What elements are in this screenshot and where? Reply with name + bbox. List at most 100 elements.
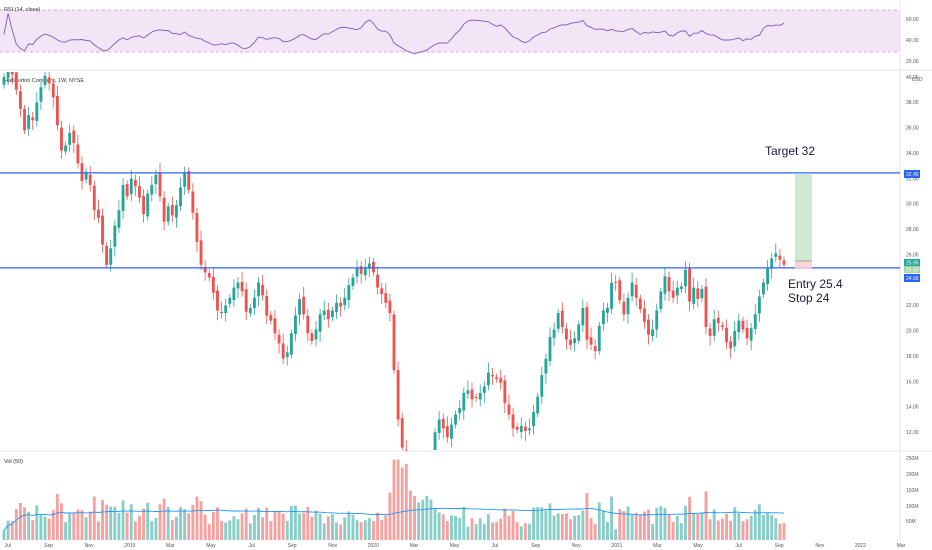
volume-bar <box>392 459 396 540</box>
candle-body <box>339 302 343 307</box>
candle-body <box>236 282 240 289</box>
candle-body <box>252 297 256 308</box>
candle-body <box>330 310 334 318</box>
volume-bar <box>2 530 6 540</box>
volume-bar <box>540 507 544 540</box>
candle-body <box>478 392 482 400</box>
volume-bar <box>72 513 76 540</box>
volume-bar <box>388 492 392 540</box>
volume-bar <box>684 505 687 540</box>
candle-body <box>675 287 679 296</box>
volume-bar <box>380 519 384 540</box>
volume-bar <box>138 515 141 540</box>
candle-body <box>101 215 104 245</box>
candle-body <box>720 325 724 327</box>
candle-body <box>162 197 166 222</box>
volume-bar <box>601 510 605 540</box>
candle-body <box>363 268 367 276</box>
candle-body <box>47 77 51 84</box>
candle-body <box>39 87 43 102</box>
target-annotation: Target 32 <box>765 144 815 158</box>
volume-bar <box>80 510 84 540</box>
candle-body <box>749 328 753 341</box>
candle-body <box>507 404 511 415</box>
candle-body <box>203 267 207 273</box>
volume-bar <box>708 519 712 540</box>
volume-bar <box>216 507 219 540</box>
candle-body <box>248 307 252 314</box>
candle-body <box>359 266 363 274</box>
candle-body <box>372 262 375 273</box>
volume-bar <box>642 511 646 540</box>
candle-body <box>261 284 265 296</box>
price-tick: 30.00 <box>906 202 919 208</box>
volume-bar <box>257 507 260 540</box>
volume-bar <box>486 514 490 540</box>
candle-body <box>207 273 211 278</box>
level-tag-bottom: 24.96 <box>906 276 919 282</box>
levels <box>0 172 900 269</box>
volume-bar <box>187 513 191 540</box>
candle-body <box>216 290 219 311</box>
level-tag-bottom-bg <box>904 274 920 282</box>
volume-bar <box>663 507 667 540</box>
candle-body <box>667 276 671 292</box>
time-tick: Jul <box>492 543 498 549</box>
candle-body <box>14 72 18 90</box>
volume-bar <box>384 515 388 540</box>
candles <box>2 72 786 451</box>
volume-bar <box>294 505 297 540</box>
candle-body <box>224 305 228 314</box>
volume-panel: Vol (50) 250M 200M 150M 100M 50M <box>2 456 919 540</box>
time-tick: Mar <box>653 543 662 549</box>
candle-body <box>18 91 22 109</box>
candle-body <box>688 268 692 302</box>
volume-bar <box>659 505 663 540</box>
candle-body <box>593 346 597 352</box>
volume-bar <box>573 515 577 540</box>
volume-bar <box>667 514 671 540</box>
candle-body <box>577 324 581 341</box>
volume-bar <box>166 506 170 540</box>
volume-bar <box>745 519 749 540</box>
volume-bar <box>671 521 675 540</box>
candle-body <box>548 337 552 361</box>
candle-body <box>183 173 187 187</box>
candle-body <box>310 333 314 341</box>
candle-body <box>273 318 277 334</box>
time-tick: Sep <box>775 543 784 549</box>
candle-body <box>10 72 14 75</box>
volume-bar <box>105 504 109 540</box>
price-panel: Halliburton Company, 1W, NYSE USD 40.003… <box>0 72 923 451</box>
volume-bar <box>782 523 786 540</box>
rsi-tick: 20.00 <box>906 59 919 65</box>
volume-bar <box>458 517 462 540</box>
volume-bar <box>429 499 433 540</box>
volume-bar <box>544 510 548 540</box>
candle-body <box>298 299 302 315</box>
volume-bar <box>330 514 334 540</box>
candle-body <box>778 255 782 260</box>
candle-body <box>441 418 445 429</box>
candle-body <box>396 370 400 420</box>
time-tick: May <box>206 543 216 549</box>
volume-bar <box>651 524 655 540</box>
candle-body <box>68 132 72 145</box>
volume-bar <box>408 490 412 540</box>
time-tick: Nov <box>85 543 94 549</box>
price-tick: 32.00 <box>906 176 919 182</box>
candle-body <box>64 145 68 152</box>
volume-bar <box>470 518 474 540</box>
candle-body <box>404 449 408 451</box>
candle-body <box>753 314 757 329</box>
candle-body <box>129 178 133 195</box>
candle-body <box>638 298 642 310</box>
time-tick: Sep <box>44 543 53 549</box>
volume-bar <box>491 522 494 540</box>
candle-body <box>138 186 141 198</box>
volume-bar <box>618 509 622 540</box>
volume-bar <box>109 506 113 540</box>
candle-body <box>495 377 499 379</box>
volume-bar <box>692 513 696 540</box>
candle-body <box>466 390 470 394</box>
